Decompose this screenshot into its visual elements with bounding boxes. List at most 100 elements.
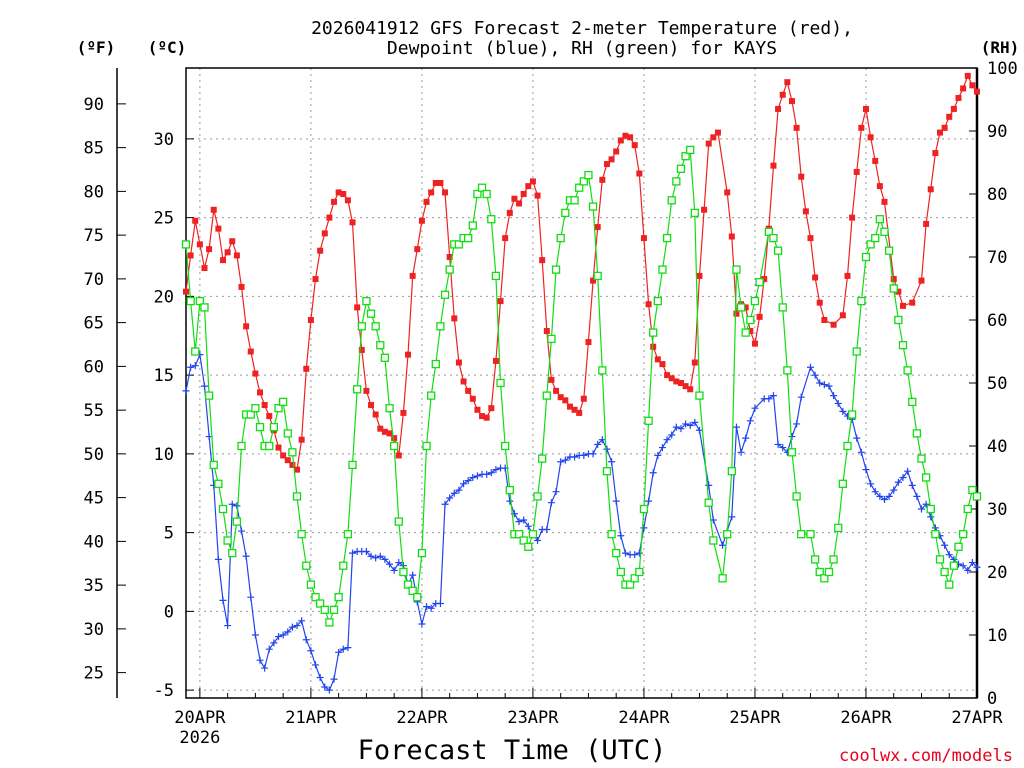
data-point	[237, 441, 246, 451]
rh-tick-label: 0	[987, 689, 997, 709]
x-axis-label: Forecast Time (UTC)	[358, 735, 667, 766]
data-point	[608, 458, 616, 466]
data-point	[627, 134, 634, 141]
series-dewpoint	[182, 351, 981, 694]
data-point	[575, 183, 584, 192]
data-point	[631, 551, 639, 559]
data-point	[677, 425, 685, 433]
celsius-tick-label: -5	[154, 681, 174, 701]
data-point	[293, 622, 301, 630]
data-point	[436, 322, 445, 331]
data-point	[275, 444, 282, 451]
data-point	[723, 530, 732, 539]
data-point	[344, 644, 352, 652]
fahrenheit-tick-label: 70	[84, 270, 104, 290]
celsius-tick-label: 15	[154, 366, 174, 386]
data-point	[830, 392, 838, 400]
data-point	[381, 428, 388, 435]
data-point	[625, 580, 635, 589]
data-point	[186, 296, 195, 306]
data-point	[329, 605, 339, 614]
data-point	[220, 257, 227, 264]
data-point	[658, 265, 667, 274]
data-point	[408, 586, 417, 596]
data-point	[676, 164, 686, 173]
data-point	[353, 385, 362, 394]
data-point	[464, 233, 473, 243]
data-point	[921, 473, 931, 482]
data-point	[349, 549, 357, 557]
data-point	[306, 580, 316, 589]
data-point	[228, 548, 237, 558]
celsius-tick-label: 20	[154, 287, 174, 307]
data-point	[307, 317, 314, 323]
data-point	[418, 620, 426, 628]
data-point	[219, 596, 227, 604]
data-point	[705, 481, 713, 489]
data-point	[899, 474, 907, 481]
chart-title: 2026041912 GFS Forecast 2-meter Temperat…	[311, 18, 853, 39]
data-point	[844, 272, 851, 279]
data-point	[806, 530, 815, 539]
data-point	[622, 132, 629, 139]
data-point	[724, 189, 731, 196]
fahrenheit-tick-label: 45	[84, 489, 104, 509]
data-point	[876, 492, 884, 500]
data-point	[474, 406, 481, 413]
fahrenheit-tick-label: 55	[84, 401, 104, 421]
data-point	[330, 675, 338, 683]
data-point	[963, 504, 972, 514]
data-point	[701, 206, 708, 213]
data-point	[654, 356, 661, 363]
series-2-meter-temperature	[183, 72, 980, 473]
data-point	[659, 361, 666, 368]
data-point	[932, 150, 939, 157]
data-point	[524, 542, 533, 551]
data-point	[830, 321, 837, 328]
data-point	[884, 246, 894, 255]
data-point	[362, 296, 371, 306]
rh-tick-label: 90	[987, 122, 1007, 142]
data-point	[269, 422, 279, 432]
data-point	[603, 161, 610, 168]
data-point	[391, 435, 398, 442]
data-point	[571, 406, 578, 413]
data-point	[302, 561, 311, 570]
data-point	[602, 467, 612, 476]
data-point	[751, 404, 759, 412]
data-point	[557, 458, 565, 466]
data-point	[681, 152, 690, 161]
data-point	[325, 686, 333, 694]
data-point	[491, 271, 501, 281]
data-point	[195, 296, 205, 306]
data-point	[793, 420, 801, 428]
data-point	[867, 480, 875, 488]
data-point	[317, 247, 324, 254]
data-point	[733, 310, 740, 317]
data-point	[727, 467, 736, 476]
data-point	[918, 277, 925, 284]
data-point	[691, 359, 698, 366]
data-point	[829, 555, 838, 564]
data-point	[917, 454, 926, 463]
data-point	[349, 219, 356, 226]
data-point	[183, 288, 189, 295]
data-point	[553, 387, 560, 394]
data-point	[838, 479, 848, 488]
celsius-tick-label: 30	[154, 130, 174, 150]
data-point	[210, 206, 217, 213]
data-point	[312, 276, 319, 283]
data-point	[607, 530, 616, 539]
data-point	[386, 560, 394, 568]
data-point	[187, 252, 194, 259]
data-point	[904, 467, 912, 475]
data-point	[922, 500, 930, 508]
data-point	[895, 288, 902, 295]
data-point	[650, 343, 657, 350]
data-point	[594, 224, 601, 231]
data-point	[940, 567, 949, 577]
data-point	[737, 448, 745, 456]
data-point	[469, 395, 476, 402]
data-series	[181, 72, 982, 694]
